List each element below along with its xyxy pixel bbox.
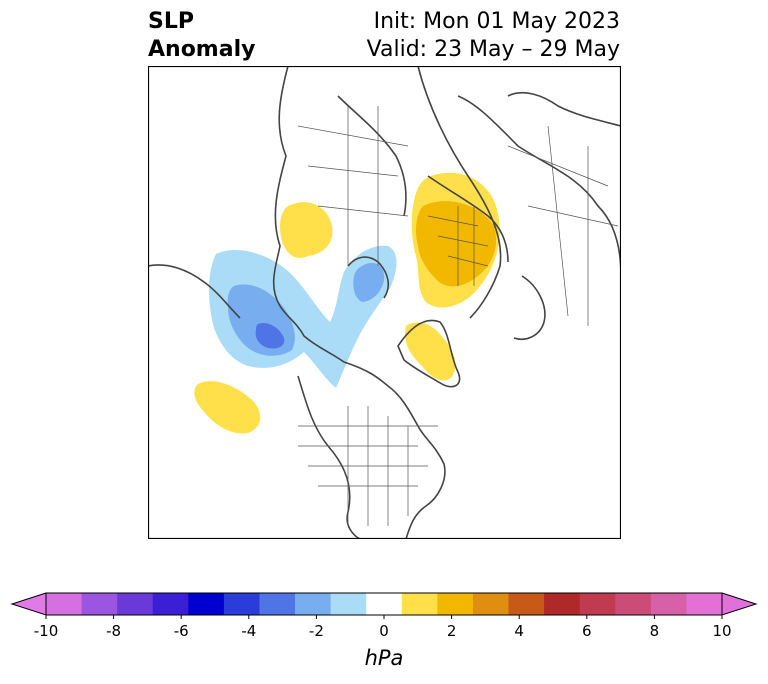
colorbar-swatch <box>686 593 723 615</box>
colorbar-tick-label: 10 <box>712 622 731 640</box>
colorbar-swatch <box>366 593 403 615</box>
colorbar-swatch <box>508 593 545 615</box>
title-line-1: SLP <box>148 9 194 34</box>
colorbar-tick-label: -6 <box>174 622 189 640</box>
colorbar-ticks: -10 -8 -6 -4 -2 0 2 4 6 8 10 <box>34 615 732 640</box>
colorbar-swatch <box>295 593 332 615</box>
white-gap <box>148 284 154 322</box>
colorbar-swatch <box>152 593 189 615</box>
colorbar-boxes <box>10 592 758 616</box>
colorbar-tick-label: -8 <box>106 622 121 640</box>
chart-title: SLP Anomaly <box>148 8 255 64</box>
anomaly-negative-bering-outer <box>209 245 397 388</box>
coastlines <box>148 66 621 539</box>
forecast-dates: Init: Mon 01 May 2023 Valid: 23 May – 29… <box>367 8 620 64</box>
colorbar-unit-label: hPa <box>364 646 404 670</box>
colorbar-tick-label: 4 <box>514 622 524 640</box>
colorbar: -10 -8 -6 -4 -2 0 2 4 6 8 10 <box>10 592 758 640</box>
colorbar-swatch <box>472 593 510 615</box>
colorbar-tick-label: 6 <box>582 622 592 640</box>
valid-date: Valid: 23 May – 29 May <box>366 37 620 62</box>
anomaly-positive-scandinavia-core <box>415 201 497 287</box>
colorbar-swatch <box>615 593 652 615</box>
colorbar-tick-label: 2 <box>447 622 457 640</box>
colorbar-swatch <box>223 593 260 615</box>
anomaly-negative-bering-core <box>255 322 285 349</box>
colorbar-over-arrow <box>721 592 758 616</box>
anomaly-positive-siberia <box>280 202 333 259</box>
colorbar-swatch <box>650 593 687 615</box>
colorbar-swatch <box>330 593 367 615</box>
colorbar-tick-label: 0 <box>379 622 389 640</box>
colorbar-swatch <box>259 593 296 615</box>
colorbar-swatch <box>437 593 474 615</box>
colorbar-tick-label: 8 <box>650 622 660 640</box>
colorbar-under-arrow <box>10 592 47 616</box>
anomaly-negative-arctic-mid <box>353 262 385 302</box>
political-borders <box>297 106 619 526</box>
colorbar-swatch <box>188 593 225 615</box>
colorbar-swatch <box>46 593 83 615</box>
anomaly-positive-greenland <box>405 322 456 381</box>
colorbar-tick-label: -10 <box>34 622 59 640</box>
title-line-2: Anomaly <box>148 37 256 62</box>
init-date: Init: Mon 01 May 2023 <box>373 9 620 34</box>
colorbar-swatch <box>544 593 581 615</box>
colorbar-tick-label: -4 <box>241 622 256 640</box>
colorbar-swatch <box>579 593 616 615</box>
colorbar-swatch <box>81 593 118 615</box>
anomaly-positive-north-pacific <box>194 381 261 434</box>
anomaly-map <box>148 66 621 539</box>
map-frame <box>148 66 621 539</box>
colorbar-tick-label: -2 <box>309 622 324 640</box>
colorbar-swatch <box>401 593 438 615</box>
colorbar-swatch <box>117 593 154 615</box>
